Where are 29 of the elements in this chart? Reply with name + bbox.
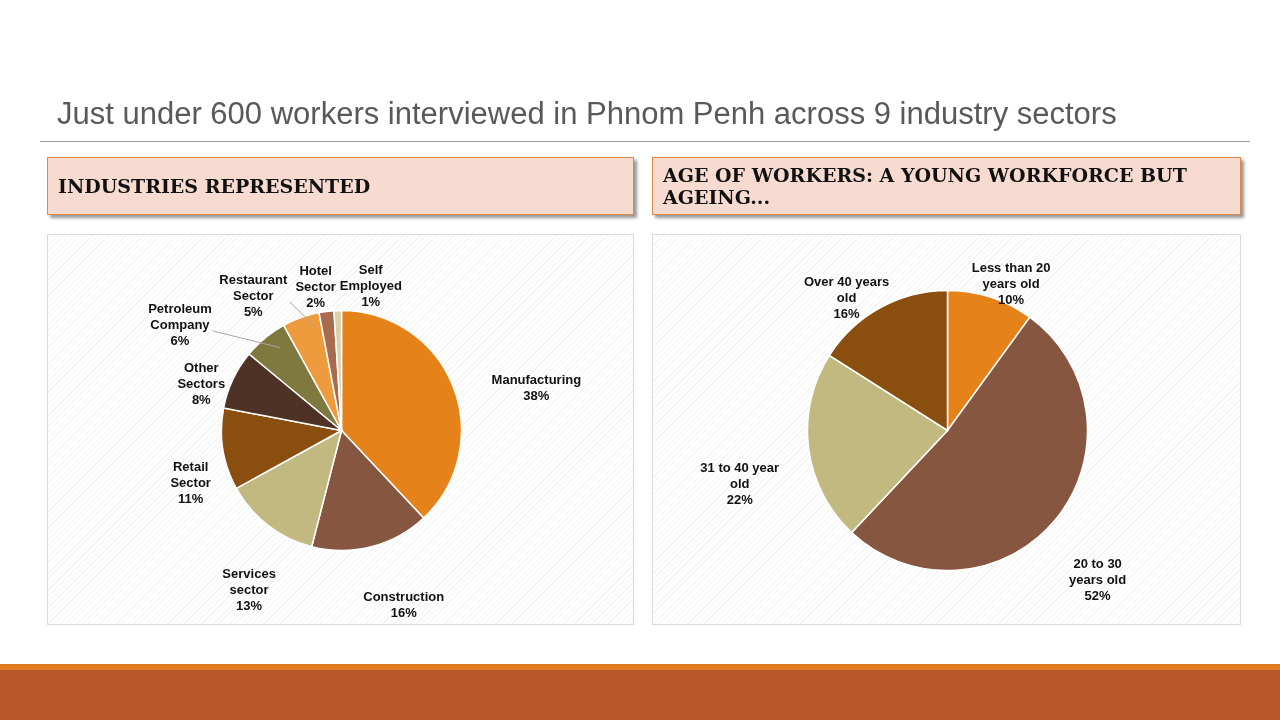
- data-label: 10%: [998, 292, 1025, 308]
- slice-label: 31 to 40 year old: [700, 460, 780, 492]
- data-label: 16%: [390, 604, 418, 620]
- data-label: 8%: [191, 391, 212, 407]
- data-label: 5%: [243, 304, 264, 320]
- data-label: 1%: [361, 294, 381, 310]
- slice-label: 20 to 30 years old: [1069, 555, 1127, 587]
- slice-label: Hotel Sector: [295, 263, 336, 295]
- slice-label: Restaurant Sector: [219, 272, 288, 304]
- slice-label: Less than 20 years old: [971, 260, 1051, 292]
- data-label: 38%: [523, 388, 550, 404]
- slice-label: Self Employed: [339, 262, 402, 294]
- chart-title: AGE OF WORKERS: A YOUNG WORKFORCE BUT AGEING...: [652, 157, 1241, 215]
- slice-label: Over 40 years old: [803, 274, 890, 306]
- data-label: 13%: [236, 598, 263, 614]
- slice-label: Manufacturing: [491, 372, 582, 388]
- data-label: 22%: [726, 492, 754, 508]
- slice-label: Other Sectors: [177, 359, 226, 391]
- chart-title: Just under 600 workers interviewed in Phnom Penh across 9 industry sectors: [57, 96, 1117, 132]
- data-label: 16%: [833, 306, 861, 322]
- data-label: 11%: [178, 490, 204, 506]
- slice-label: Retail Sector: [170, 458, 211, 490]
- slice-label: Services sector: [222, 566, 276, 598]
- data-label: 52%: [1084, 587, 1112, 603]
- chart-subtitle: INDUSTRIES REPRESENTED: [47, 157, 634, 215]
- slice-label: Petroleum Company: [148, 301, 212, 333]
- data-label: 6%: [170, 333, 190, 349]
- data-label: 2%: [306, 295, 326, 311]
- slice-label: Construction: [363, 588, 445, 604]
